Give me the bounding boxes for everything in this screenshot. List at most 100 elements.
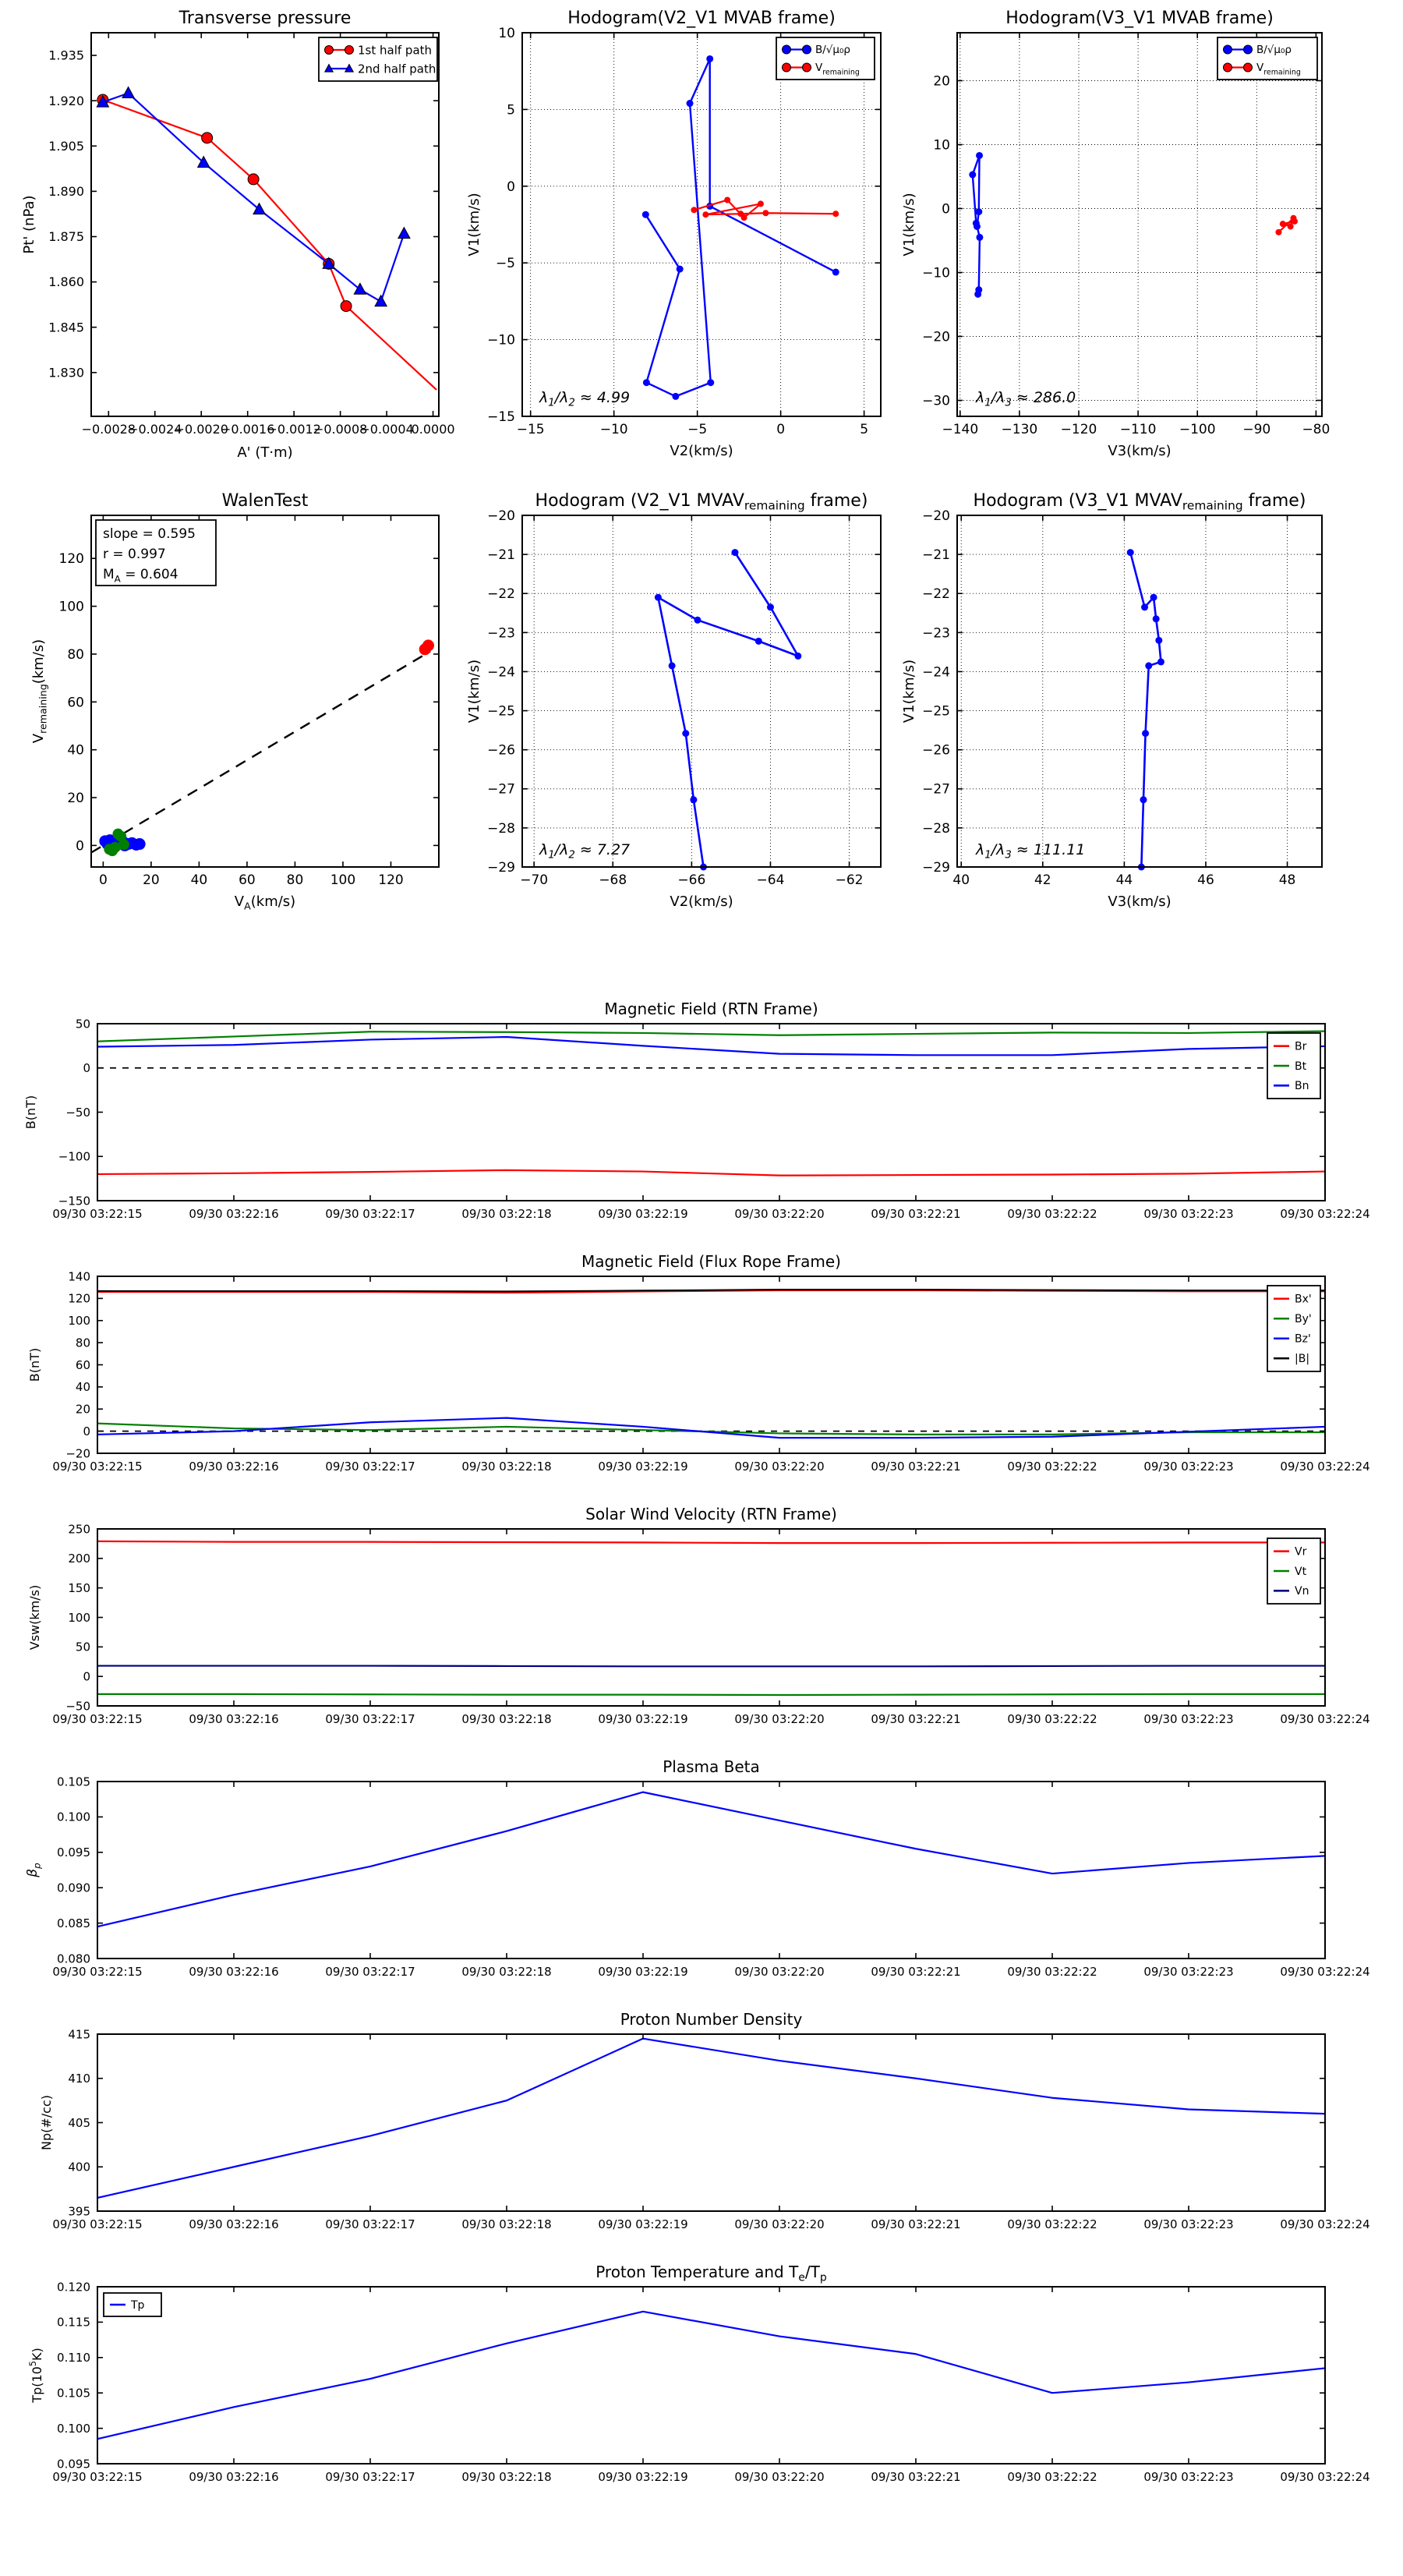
x-tick-label: 09/30 03:22:21: [871, 2470, 960, 2484]
x-tick-label: 09/30 03:22:15: [52, 1207, 142, 1221]
x-tick-label: 5: [860, 422, 868, 437]
plot-area: [522, 515, 881, 867]
x-tick-label: 09/30 03:22:22: [1007, 1712, 1097, 1726]
x-tick-label: 09/30 03:22:19: [598, 1965, 687, 1979]
x-axis-label: V2(km/s): [670, 893, 733, 910]
y-tick-label: −10: [922, 265, 950, 281]
y-tick-label: −20: [922, 508, 950, 524]
x-tick-label: 09/30 03:22:24: [1280, 2217, 1369, 2231]
y-axis-label: Pt' (nPa): [21, 195, 37, 253]
x-tick-label: 09/30 03:22:15: [52, 2217, 142, 2231]
series-vn: [97, 1665, 1325, 1668]
y-tick-label: 100: [68, 1611, 90, 1625]
y-tick-label: 10: [933, 137, 950, 153]
ticks: −70 −68 −66 −64 −62 −20 −21 −22 −23 −24 −25 −26 −27 −…: [487, 508, 881, 888]
x-tick-label: 09/30 03:22:20: [734, 1460, 824, 1474]
y-tick-label: −24: [487, 664, 515, 680]
x-tick-label: −0.0008: [313, 422, 367, 437]
x-tick-label: 09/30 03:22:17: [325, 1965, 415, 1979]
x-tick-label: 09/30 03:22:18: [461, 1712, 551, 1726]
x-tick-label: 09/30 03:22:18: [461, 1460, 551, 1474]
x-tick-label: −64: [757, 872, 785, 888]
y-tick-label: 80: [67, 647, 84, 663]
legend-label: Bx': [1295, 1293, 1312, 1306]
y-tick-label: −21: [922, 547, 950, 563]
y-tick-label: −23: [487, 625, 515, 641]
y-tick-label: 50: [76, 1017, 90, 1031]
x-tick-label: 09/30 03:22:24: [1280, 1712, 1369, 1726]
x-tick-label: −5: [687, 422, 707, 437]
y-tick-label: −20: [65, 1446, 90, 1460]
x-tick-label: 40: [952, 872, 970, 888]
y-tick-label: 1.875: [48, 229, 84, 244]
x-tick-label: 09/30 03:22:23: [1143, 1207, 1233, 1221]
y-tick-label: 1.905: [48, 139, 84, 154]
x-tick-label: 0: [99, 872, 108, 888]
axes-spines: [97, 1781, 1326, 1959]
x-tick-label: −0.0028: [82, 422, 136, 437]
legend-label: Vt: [1295, 1566, 1307, 1578]
y-tick-label: −23: [922, 625, 950, 641]
ticks: 09/30 03:22:15 09/30 03:22:16 09/30 03:22:…: [52, 2280, 1369, 2484]
y-tick-label: −50: [65, 1106, 90, 1120]
chart-title: Plasma Beta: [663, 1757, 760, 1776]
y-axis-label: B(nT): [23, 1095, 38, 1129]
x-tick-label: 46: [1197, 872, 1214, 888]
y-tick-label: 0.095: [57, 2457, 90, 2471]
y-tick-label: 0.090: [57, 1881, 90, 1895]
y-tick-label: 0: [76, 838, 84, 854]
ticks: 09/30 03:22:15 09/30 03:22:16 09/30 03:22:…: [52, 1775, 1369, 1979]
x-tick-label: −10: [600, 422, 628, 437]
y-tick-label: −10: [487, 333, 515, 349]
x-tick-label: 09/30 03:22:19: [598, 2470, 687, 2484]
x-tick-label: 09/30 03:22:20: [734, 2217, 824, 2231]
x-tick-label: 09/30 03:22:15: [52, 1460, 142, 1474]
chart-hodogram-v2v1-mvav: −70 −68 −66 −64 −62 −20 −21 −22 −23 −24 −25 −26 −27 −…: [466, 491, 882, 910]
x-tick-label: 48: [1279, 872, 1296, 888]
x-tick-label: −80: [1302, 422, 1330, 437]
x-tick-label: 0: [776, 422, 785, 437]
ticks: −0.0028−0.0024−0.0020−0.0016−0.0012−0.00…: [48, 33, 455, 437]
series-br: [97, 1169, 1326, 1177]
x-tick-label: 09/30 03:22:23: [1143, 2470, 1233, 2484]
x-tick-label: 09/30 03:22:19: [598, 2217, 687, 2231]
y-tick-label: 5: [507, 102, 515, 118]
x-tick-label: 40: [191, 872, 208, 888]
plot-area: [97, 1024, 1325, 1201]
x-tick-label: −110: [1120, 422, 1157, 437]
y-tick-label: 60: [76, 1358, 90, 1372]
x-tick-label: 100: [330, 872, 355, 888]
axes-spines: [97, 2286, 1326, 2465]
y-tick-label: 0.110: [57, 2351, 90, 2365]
chart-hodogram-v3v1-mvab: −140 −130 −120 −110 −100 −90 −80 20 10 0 −10 −20 −30…: [901, 9, 1330, 459]
series-v-remaining-: [691, 196, 839, 221]
x-tick-label: 42: [1034, 872, 1051, 888]
x-tick-label: 09/30 03:22:16: [189, 1207, 278, 1221]
y-axis-label: V1(km/s): [901, 660, 917, 723]
y-tick-label: −150: [58, 1194, 90, 1208]
y-tick-label: 100: [68, 1314, 90, 1328]
series-v-path: [1126, 549, 1164, 871]
y-axis-label: Vremaining(km/s): [30, 639, 49, 743]
legend-label: Vremaining: [1256, 62, 1301, 77]
x-tick-label: 44: [1116, 872, 1133, 888]
plot-area: [97, 1529, 1325, 1706]
x-tick-label: 09/30 03:22:18: [461, 1207, 551, 1221]
x-tick-label: 09/30 03:22:24: [1280, 1965, 1369, 1979]
lambda-ratio-annotation: λ1/λ2 ≈ 4.99: [539, 389, 630, 409]
fit-info-line: MA = 0.604: [103, 567, 178, 585]
y-tick-label: 1.845: [48, 320, 84, 334]
y-tick-label: 1.830: [48, 365, 84, 380]
chart-title: Hodogram(V2_V1 MVAB frame): [567, 9, 836, 28]
x-tick-label: 09/30 03:22:23: [1143, 1460, 1233, 1474]
y-axis-label: B(nT): [27, 1348, 42, 1382]
series-bz-: [97, 1417, 1326, 1439]
y-tick-label: 20: [933, 73, 950, 89]
chart-title: Magnetic Field (Flux Rope Frame): [581, 1252, 841, 1271]
x-tick-label: −90: [1242, 422, 1270, 437]
ticks: 0 20 40 60 80 100 120 120 100 80 60 40 20 0: [59, 515, 439, 888]
x-tick-label: 09/30 03:22:16: [189, 2470, 278, 2484]
y-tick-label: 1.935: [48, 48, 84, 63]
chart-proton-temperature: 09/30 03:22:15 09/30 03:22:16 09/30 03:22:…: [28, 2263, 1370, 2484]
x-tick-label: 09/30 03:22:24: [1280, 1460, 1369, 1474]
